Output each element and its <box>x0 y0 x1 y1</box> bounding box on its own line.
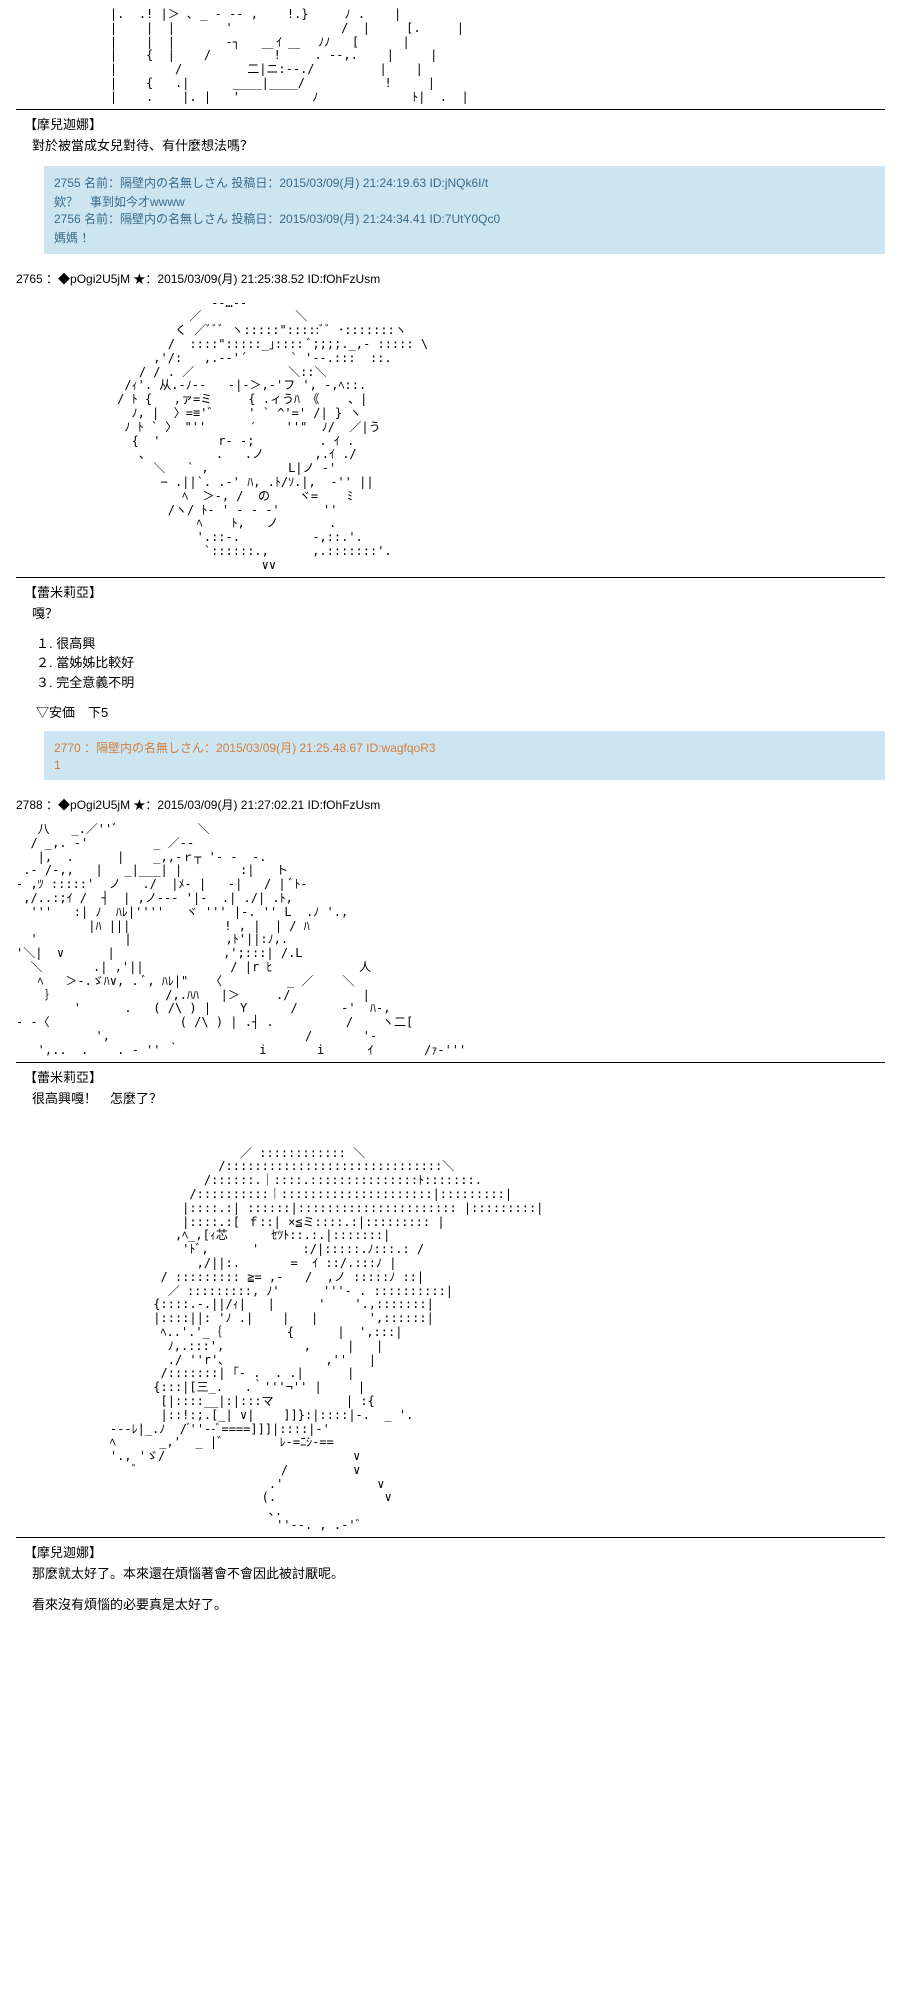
post-2: 2788 ：◆pOgi2U5jM ★：2015/03/09(月) 21:27:0… <box>16 796 885 1107</box>
reply-body: 媽媽 ！ <box>54 229 875 246</box>
post-1: 2765 ：◆pOgi2U5jM ★：2015/03/09(月) 21:25:3… <box>16 270 885 780</box>
reply-header: 2755 名前：隔壁内の名無しさん 投稿日：2015/03/09(月) 21:2… <box>54 174 875 191</box>
reply-body: 欸？ 事到如今才wwww <box>54 193 875 210</box>
options-list: １. 很高興 ２. 當姊姊比較好 ３. 完全意義不明 <box>36 634 885 693</box>
reply-box-2: 2770 ：隔壁内の名無しさん：2015/03/09(月) 21:25.48.6… <box>44 731 885 780</box>
post-header: 2765 ：◆pOgi2U5jM ★：2015/03/09(月) 21:25:3… <box>16 270 885 287</box>
reply-box-1: 2755 名前：隔壁内の名無しさん 投稿日：2015/03/09(月) 21:2… <box>44 166 885 254</box>
ascii-art-2: 八 _.／''ﾞ ＼ / _,. -' _ ／-‐ |, . | _,,‐ｒ┬ … <box>16 823 885 1058</box>
dialogue-text: 對於被當成女兒對待、有什麼想法嗎？ <box>32 135 885 154</box>
post-0: |. .! |＞ ､ _ ‐ -- , !.} ﾉ . | | | | ' / … <box>16 8 885 254</box>
divider <box>16 109 885 110</box>
speaker-name: 【蕾米莉亞】 <box>24 582 885 601</box>
divider <box>16 1537 885 1538</box>
speaker-name: 【摩兒迦娜】 <box>24 114 885 133</box>
ascii-art-0: |. .! |＞ ､ _ ‐ -- , !.} ﾉ . | | | | ' / … <box>16 8 885 105</box>
dialogue-text: 很高興嘎！ 怎麼了？ <box>32 1088 885 1107</box>
reply-header: 2770 ：隔壁内の名無しさん：2015/03/09(月) 21:25.48.6… <box>54 739 875 756</box>
speaker-name: 【摩兒迦娜】 <box>24 1542 885 1561</box>
reply-item: 2756 名前：隔壁内の名無しさん 投稿日：2015/03/09(月) 21:2… <box>54 210 875 246</box>
ascii-art-3: ／ :::::::::::: ＼ /::::::::::::::::::::::… <box>16 1147 885 1533</box>
dialogue-text: 看來沒有煩惱的必要真是太好了。 <box>32 1594 885 1613</box>
post-header: 2788 ：◆pOgi2U5jM ★：2015/03/09(月) 21:27:0… <box>16 796 885 813</box>
divider <box>16 577 885 578</box>
divider <box>16 1062 885 1063</box>
speaker-name: 【蕾米莉亞】 <box>24 1067 885 1086</box>
ankaa-marker: ▽安価 下5 <box>36 702 885 721</box>
option-item: １. 很高興 <box>36 634 885 654</box>
option-item: ２. 當姊姊比較好 <box>36 653 885 673</box>
dialogue-text: 嘎？ <box>32 603 885 622</box>
reply-item: 2755 名前：隔壁内の名無しさん 投稿日：2015/03/09(月) 21:2… <box>54 174 875 210</box>
option-item: ３. 完全意義不明 <box>36 673 885 693</box>
reply-item: 2770 ：隔壁内の名無しさん：2015/03/09(月) 21:25.48.6… <box>54 739 875 772</box>
reply-body: 1 <box>54 758 875 772</box>
post-3: ／ :::::::::::: ＼ /::::::::::::::::::::::… <box>16 1147 885 1613</box>
dialogue-text: 那麼就太好了。本來還在煩惱著會不會因此被討厭呢。 <box>32 1563 885 1582</box>
reply-header: 2756 名前：隔壁内の名無しさん 投稿日：2015/03/09(月) 21:2… <box>54 210 875 227</box>
ascii-art-1: -‐…‐- ／ ＼ く ／ﾞﾞﾞ ヽ:::::":::::ﾞﾞ ･:::::::… <box>16 297 885 573</box>
